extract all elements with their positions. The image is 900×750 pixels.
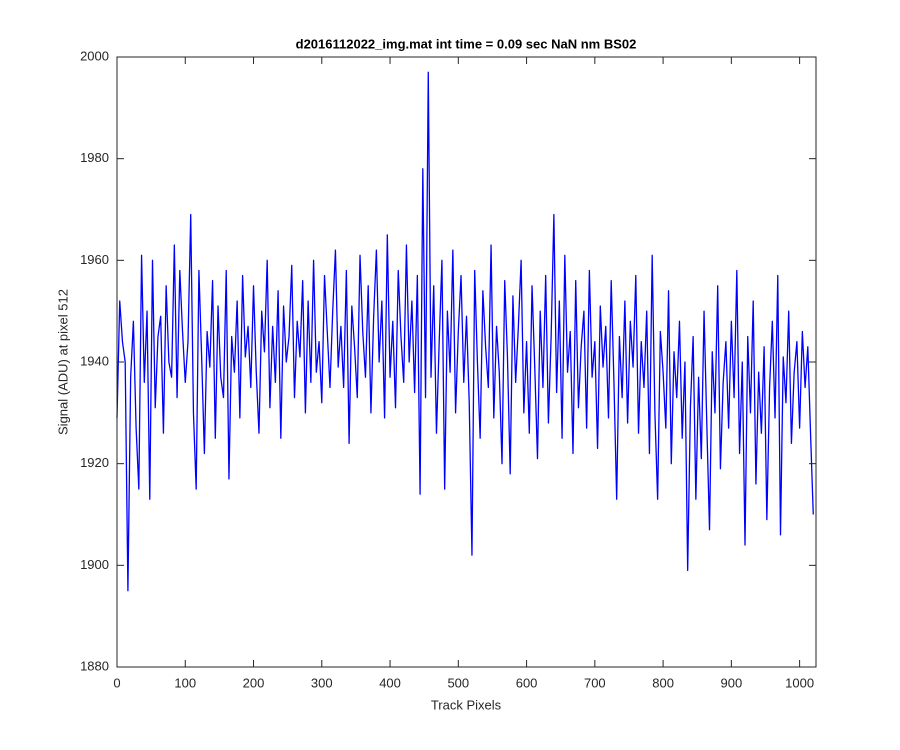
x-axis-label: Track Pixels — [431, 697, 502, 712]
x-tick-label: 100 — [174, 675, 196, 690]
y-tick-label: 1980 — [80, 150, 109, 165]
y-tick-label: 1960 — [80, 252, 109, 267]
x-tick-label: 600 — [516, 675, 538, 690]
x-tick-label: 900 — [721, 675, 743, 690]
x-tick-label: 800 — [652, 675, 674, 690]
x-tick-label: 500 — [447, 675, 469, 690]
y-tick-label: 1940 — [80, 353, 109, 368]
y-tick-label: 2000 — [80, 48, 109, 63]
x-tick-label: 700 — [584, 675, 606, 690]
chart-title: d2016112022_img.mat int time = 0.09 sec … — [296, 36, 637, 51]
y-tick-label: 1880 — [80, 658, 109, 673]
x-tick-label: 1000 — [785, 675, 814, 690]
x-tick-label: 300 — [311, 675, 333, 690]
y-axis-label: Signal (ADU) at pixel 512 — [55, 289, 70, 435]
data-line — [116, 71, 814, 592]
x-tick-label: 200 — [243, 675, 265, 690]
y-tick-label: 1900 — [80, 557, 109, 572]
x-tick-label: 0 — [113, 675, 120, 690]
x-tick-label: 400 — [379, 675, 401, 690]
y-tick-label: 1920 — [80, 455, 109, 470]
